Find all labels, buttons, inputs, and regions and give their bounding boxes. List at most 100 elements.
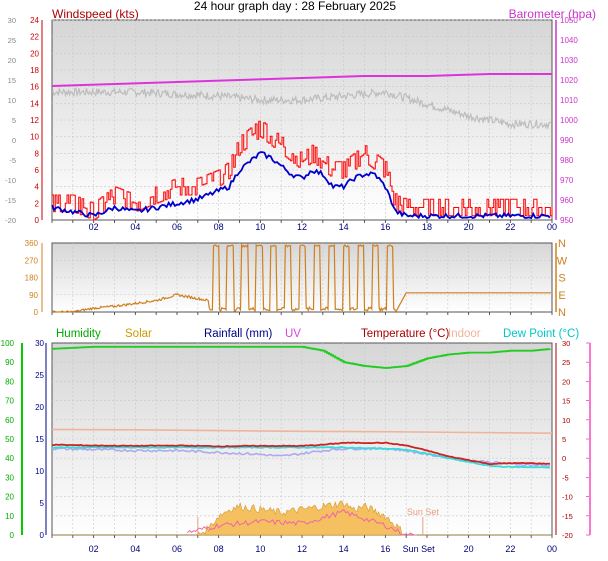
temp-x-tick-label: 22 — [505, 544, 515, 554]
temp-x-tick-label: 20 — [464, 544, 474, 554]
sunset-label: Sun Set — [407, 507, 440, 517]
humidity-y-tick-label: 10 — [5, 512, 14, 521]
rain-y-tick-label: 5 — [40, 499, 45, 508]
humidity-y-tick-label: 100 — [1, 339, 15, 348]
dir-y-tick-label: 90 — [29, 291, 38, 300]
humidity-y-tick-label: 50 — [5, 435, 14, 444]
legend-item: Rainfall (mm) — [204, 328, 273, 340]
baro-y-tick-label: 990 — [560, 136, 574, 145]
wind-y-tick-label: 14 — [30, 99, 39, 108]
temp-y-tick-label: 25 — [562, 358, 570, 367]
wind-x-tick-label: 20 — [464, 222, 474, 232]
baro-y-tick-label: 950 — [560, 216, 574, 225]
uv-series-line — [187, 508, 417, 536]
outer-y-tick-label: -15 — [5, 196, 16, 205]
wind-x-tick-label: 00 — [547, 222, 557, 232]
legend-item: UV — [285, 328, 301, 340]
humidity-y-tick-label: 0 — [10, 531, 15, 540]
wind-panel: Windspeed (kts) Barometer (hpa)0246810121… — [5, 7, 596, 232]
dir-y-tick-label: 180 — [25, 274, 39, 283]
temperature-panel: Humidity Solar Rainfall (mm) UV Temperature … — [1, 328, 591, 554]
outer-y-tick-label: 15 — [8, 76, 16, 85]
temp-y-tick-label: -5 — [562, 473, 569, 482]
wind-x-tick-label: 10 — [255, 222, 265, 232]
temp-x-tick-label: 16 — [380, 544, 390, 554]
wind-x-tick-label: 12 — [297, 222, 307, 232]
wind-y-tick-label: 0 — [35, 216, 40, 225]
baro-y-tick-label: 1030 — [560, 56, 578, 65]
outer-y-tick-label: -10 — [5, 176, 16, 185]
rain-y-tick-label: 0 — [40, 531, 45, 540]
temp-x-tick-label: 02 — [89, 544, 99, 554]
rain-y-tick-label: 30 — [35, 339, 44, 348]
temp-x-tick-label: 06 — [172, 544, 182, 554]
temp-y-tick-label: 30 — [562, 339, 570, 348]
baro-y-tick-label: 980 — [560, 156, 574, 165]
outer-y-tick-label: 20 — [8, 56, 16, 65]
wind-y-tick-label: 2 — [35, 199, 40, 208]
wind-x-tick-label: 16 — [380, 222, 390, 232]
wind-y-tick-label: 16 — [30, 83, 39, 92]
temp-x-tick-label: 00 — [547, 544, 557, 554]
baro-y-tick-label: 970 — [560, 176, 574, 185]
temp-y-tick-label: -10 — [562, 493, 573, 502]
wind-x-tick-label: 08 — [214, 222, 224, 232]
wind-y-tick-label: 24 — [30, 16, 39, 25]
wind-direction-line — [51, 242, 551, 314]
outer-y-tick-label: 5 — [12, 116, 16, 125]
baro-y-tick-label: 1000 — [560, 116, 578, 125]
temp-y-tick-label: -20 — [562, 531, 573, 540]
baro-y-tick-label: 1050 — [560, 16, 578, 25]
baro-series-line — [51, 73, 552, 87]
temp-y-tick-label: -15 — [562, 512, 573, 521]
baro-y-tick-label: 1040 — [560, 36, 578, 45]
temp-x-tick-label: 12 — [297, 544, 307, 554]
wind-x-tick-label: 02 — [89, 222, 99, 232]
dir-y-tick-label: 270 — [25, 256, 39, 265]
dir-compass-label: N — [558, 307, 566, 319]
temp-y-tick-label: 5 — [562, 435, 566, 444]
wind-x-tick-label: 06 — [172, 222, 182, 232]
wind-y-tick-label: 18 — [30, 66, 39, 75]
rain-y-tick-label: 20 — [35, 403, 44, 412]
humidity-y-tick-label: 20 — [5, 493, 14, 502]
windspeed-series-line — [51, 151, 551, 220]
rain-y-tick-label: 10 — [35, 467, 44, 476]
dir-compass-label: E — [558, 290, 565, 302]
dir-compass-label: W — [557, 255, 568, 267]
dewpoint-series-line — [51, 446, 551, 469]
temp-x-tick-label: 10 — [255, 544, 265, 554]
legend-item: Temperature (°C) — [361, 328, 449, 340]
temperature-series-line — [52, 441, 550, 466]
dir-y-tick-label: 0 — [34, 308, 39, 317]
dir-compass-label: N — [558, 238, 566, 250]
temp-y-tick-label: 15 — [562, 397, 570, 406]
outer-y-tick-label: -20 — [5, 216, 16, 225]
baro-y-tick-label: 1020 — [560, 76, 578, 85]
legend-item: Humidity — [56, 328, 101, 340]
wind-y-tick-label: 22 — [30, 33, 39, 42]
wind-x-tick-label: 18 — [422, 222, 432, 232]
humidity-y-tick-label: 30 — [5, 473, 14, 482]
humidity-series-line — [52, 345, 551, 369]
legend-item: Dew Point (°C) — [503, 328, 579, 340]
dir-compass-label: S — [558, 273, 565, 285]
wind-y-tick-label: 4 — [35, 183, 40, 192]
humidity-y-tick-label: 80 — [5, 377, 14, 386]
humidity-y-tick-label: 60 — [5, 416, 14, 425]
temp-x-tick-label: 04 — [130, 544, 140, 554]
wind-y-tick-label: 20 — [30, 49, 39, 58]
outer-y-tick-label: 10 — [8, 96, 16, 105]
wind-y-tick-label: 6 — [35, 166, 40, 175]
baro-y-tick-label: 1010 — [560, 96, 578, 105]
indoor-series-line — [51, 428, 553, 434]
wind-x-tick-label: 22 — [505, 222, 515, 232]
humidity-y-tick-label: 40 — [5, 454, 14, 463]
solar-area — [52, 500, 552, 536]
page-title: 24 hour graph day : 28 February 2025 — [194, 0, 396, 13]
temp-y-tick-label: 20 — [562, 377, 570, 386]
outer-y-tick-label: 30 — [8, 16, 16, 25]
